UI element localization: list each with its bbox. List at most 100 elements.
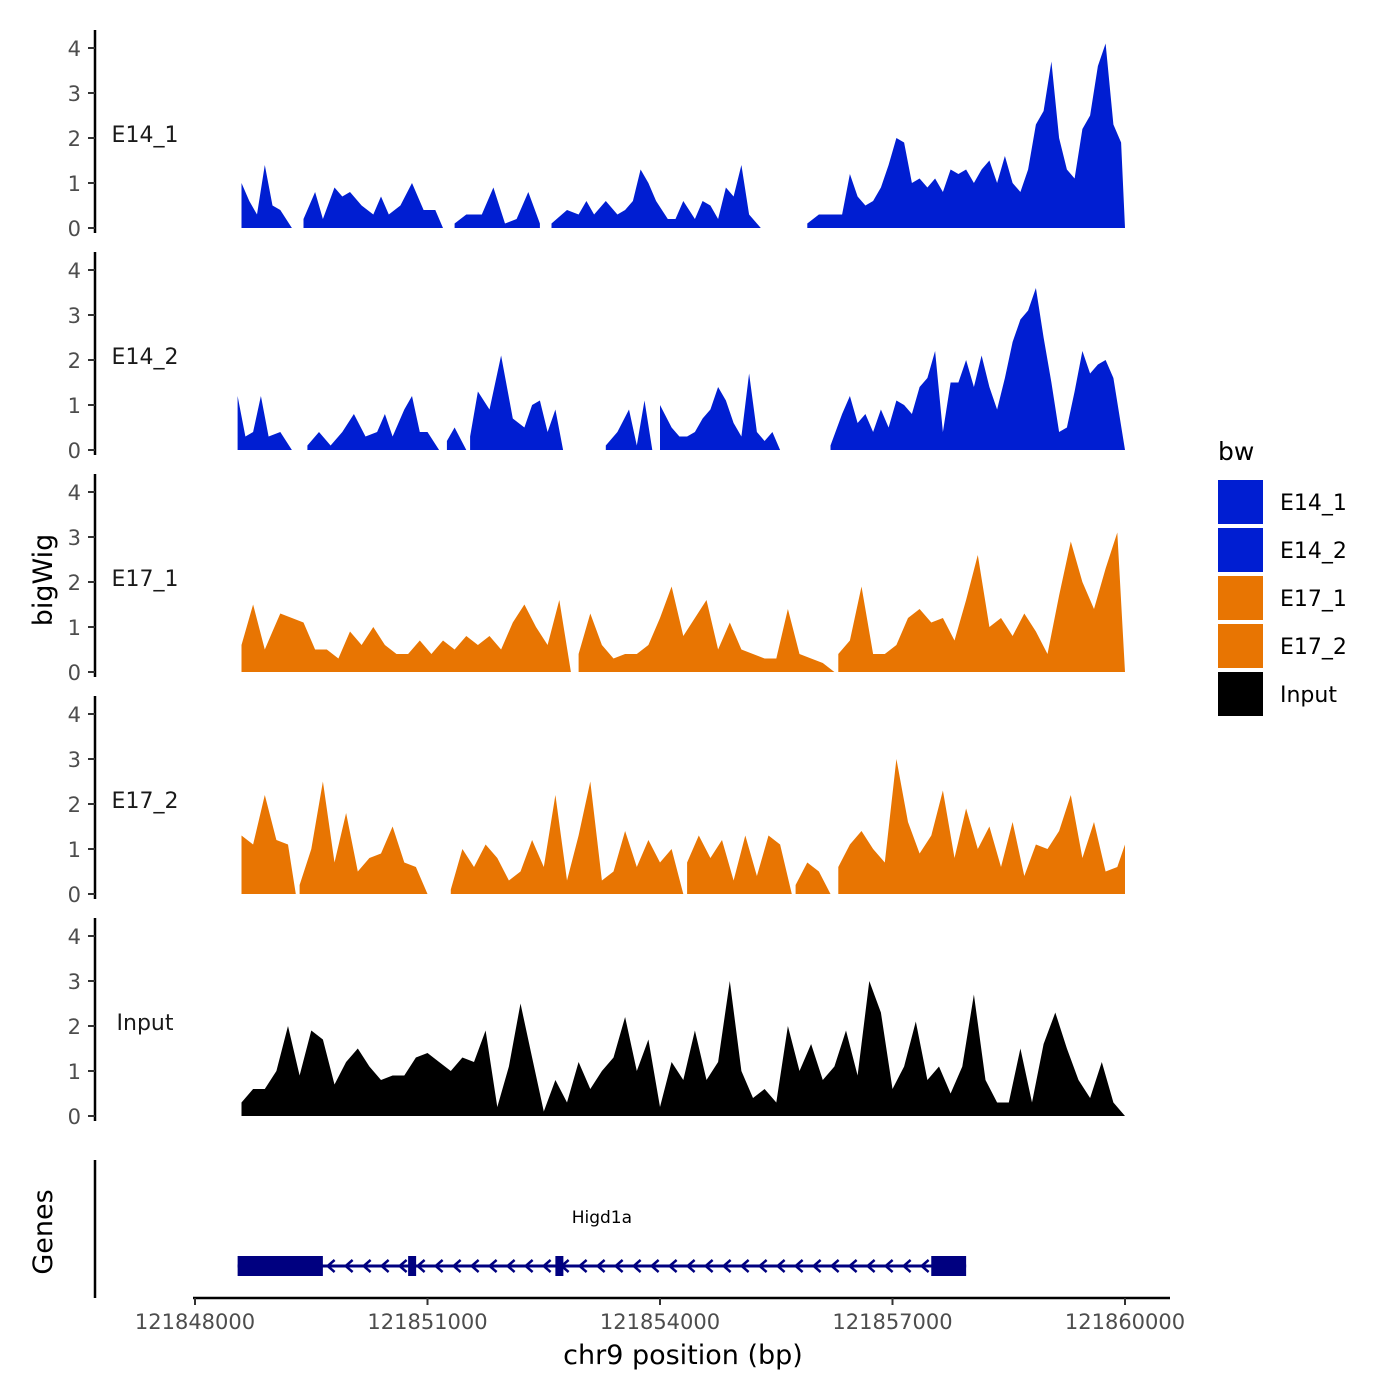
strand-arrow — [595, 1259, 606, 1273]
coverage-area — [551, 165, 761, 228]
coverage-area — [237, 396, 292, 450]
coverage-area — [241, 795, 296, 894]
coverage-area — [660, 373, 781, 450]
track-label: Input — [117, 1011, 174, 1036]
strand-arrow — [883, 1259, 894, 1273]
track-label: E14_1 — [112, 123, 179, 148]
y-tick-label: 1 — [68, 394, 81, 418]
legend-label: E17_2 — [1280, 635, 1347, 660]
x-tick-label: 121857000 — [832, 1310, 952, 1334]
strand-arrow — [685, 1259, 696, 1273]
y-tick-label: 3 — [68, 970, 81, 994]
coverage-area — [241, 165, 292, 228]
track-E14_2: 0 1 2 3 4 E14_2 — [68, 252, 1125, 463]
coverage-area — [241, 981, 1125, 1116]
strand-arrow — [703, 1259, 714, 1273]
gene-label: Higd1a — [572, 1208, 632, 1228]
track-Input: 0 1 2 3 4 Input — [68, 918, 1125, 1129]
strand-arrow — [811, 1259, 822, 1273]
coverage-area — [838, 759, 1125, 894]
strand-arrow — [577, 1259, 588, 1273]
strand-arrow — [379, 1259, 390, 1273]
y-tick-label: 3 — [68, 526, 81, 550]
legend-label: E14_1 — [1280, 491, 1347, 516]
y-axis-title: bigWig — [28, 534, 59, 627]
track-E14_1: 0 1 2 3 4 E14_1 — [68, 30, 1125, 241]
track-label: E17_2 — [112, 789, 179, 814]
gene-exon — [237, 1256, 323, 1276]
strand-arrow — [469, 1259, 480, 1273]
strand-arrow — [343, 1259, 354, 1273]
coverage-area — [830, 288, 1125, 450]
strand-arrow — [505, 1259, 516, 1273]
x-axis-title: chr9 position (bp) — [563, 1340, 803, 1371]
track-E17_1: 0 1 2 3 4 E17_1 — [68, 474, 1125, 685]
legend-key — [1218, 624, 1263, 668]
strand-arrow — [451, 1259, 462, 1273]
legend-title: bw — [1218, 437, 1254, 466]
y-tick-label: 4 — [68, 37, 81, 61]
strand-arrow — [325, 1259, 336, 1273]
y-tick-label: 0 — [68, 661, 81, 685]
legend-key — [1218, 480, 1263, 524]
strand-arrow — [829, 1259, 840, 1273]
y-tick-label: 2 — [68, 349, 81, 373]
strand-arrow — [487, 1259, 498, 1273]
genes-track: Higd1a — [93, 1160, 967, 1298]
y-tick-label: 2 — [68, 793, 81, 817]
coverage-area — [299, 781, 428, 894]
coverage-area — [470, 355, 564, 450]
coverage-area — [578, 586, 835, 672]
y-tick-label: 3 — [68, 748, 81, 772]
legend-label: E17_1 — [1280, 587, 1347, 612]
strand-arrow — [847, 1259, 858, 1273]
y-tick-label: 0 — [68, 217, 81, 241]
x-tick-label: 121860000 — [1065, 1310, 1185, 1334]
coverage-area — [838, 532, 1125, 672]
coverage-area — [454, 187, 540, 228]
coverage-area — [795, 862, 831, 894]
strand-arrow — [415, 1259, 426, 1273]
legend: bw E14_1 E14_2 E17_1 E17_2 Input — [1218, 437, 1347, 716]
y-tick-label: 0 — [68, 883, 81, 907]
y-tick-label: 4 — [68, 703, 81, 727]
strand-arrow — [433, 1259, 444, 1273]
y-tick-label: 1 — [68, 616, 81, 640]
y-tick-label: 1 — [68, 838, 81, 862]
y-tick-label: 0 — [68, 439, 81, 463]
strand-arrow — [757, 1259, 768, 1273]
coverage-area — [605, 400, 653, 450]
strand-arrow — [649, 1259, 660, 1273]
strand-arrow — [919, 1259, 930, 1273]
genes-axis-title: Genes — [28, 1189, 59, 1274]
strand-arrow — [865, 1259, 876, 1273]
y-tick-label: 1 — [68, 1060, 81, 1084]
track-label: E17_1 — [112, 567, 179, 592]
y-tick-label: 2 — [68, 127, 81, 151]
coverage-area — [303, 183, 443, 228]
y-tick-label: 4 — [68, 925, 81, 949]
x-axis: 121848000 121851000 121854000 121857000 1218… — [135, 1296, 1185, 1334]
legend-label: Input — [1280, 683, 1337, 708]
strand-arrow — [793, 1259, 804, 1273]
strand-arrow — [613, 1259, 624, 1273]
y-tick-label: 3 — [68, 304, 81, 328]
y-tick-label: 4 — [68, 259, 81, 283]
y-tick-label: 2 — [68, 1015, 81, 1039]
strand-arrow — [361, 1259, 372, 1273]
x-tick-label: 121848000 — [135, 1310, 255, 1334]
legend-label: E14_2 — [1280, 539, 1347, 564]
track-E17_2: 0 1 2 3 4 E17_2 — [68, 696, 1125, 907]
gene-exon — [931, 1256, 967, 1276]
y-tick-label: 2 — [68, 571, 81, 595]
strand-arrow — [775, 1259, 786, 1273]
y-tick-label: 0 — [68, 1105, 81, 1129]
strand-arrow — [397, 1259, 408, 1273]
bigwig-tracks: 0 1 2 3 4 E14_1 0 1 2 3 4 E14_2 0 1 2 3 4 E17_1 0 1 2 3 4 E17_2… — [68, 30, 1125, 1129]
coverage-area — [446, 427, 467, 450]
gene-Higd1a: Higd1a — [237, 1208, 967, 1276]
gene-exon — [408, 1256, 417, 1276]
strand-arrow — [739, 1259, 750, 1273]
strand-arrow — [523, 1259, 534, 1273]
